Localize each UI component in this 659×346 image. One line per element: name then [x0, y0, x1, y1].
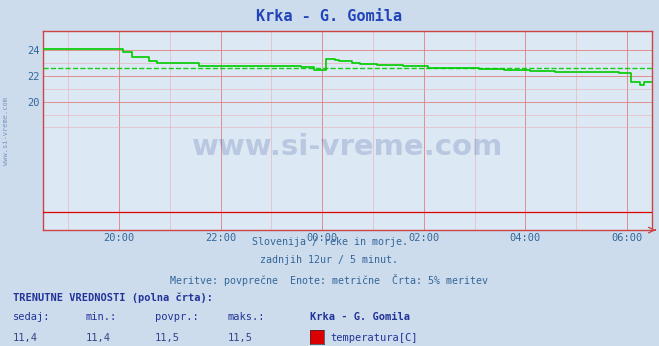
Text: sedaj:: sedaj: [13, 312, 51, 322]
Text: 11,4: 11,4 [13, 333, 38, 343]
Text: maks.:: maks.: [227, 312, 265, 322]
Text: zadnjih 12ur / 5 minut.: zadnjih 12ur / 5 minut. [260, 255, 399, 265]
Text: TRENUTNE VREDNOSTI (polna črta):: TRENUTNE VREDNOSTI (polna črta): [13, 292, 213, 303]
Text: Krka - G. Gomila: Krka - G. Gomila [310, 312, 410, 322]
Text: www.si-vreme.com: www.si-vreme.com [192, 133, 503, 161]
Text: Krka - G. Gomila: Krka - G. Gomila [256, 9, 403, 24]
Text: povpr.:: povpr.: [155, 312, 198, 322]
Text: temperatura[C]: temperatura[C] [331, 333, 418, 343]
Text: Meritve: povprečne  Enote: metrične  Črta: 5% meritev: Meritve: povprečne Enote: metrične Črta:… [171, 274, 488, 286]
Text: 11,4: 11,4 [86, 333, 111, 343]
Text: min.:: min.: [86, 312, 117, 322]
Text: 11,5: 11,5 [155, 333, 180, 343]
Text: Slovenija / reke in morje.: Slovenija / reke in morje. [252, 237, 407, 247]
Text: www.si-vreme.com: www.si-vreme.com [3, 98, 9, 165]
Text: 11,5: 11,5 [227, 333, 252, 343]
